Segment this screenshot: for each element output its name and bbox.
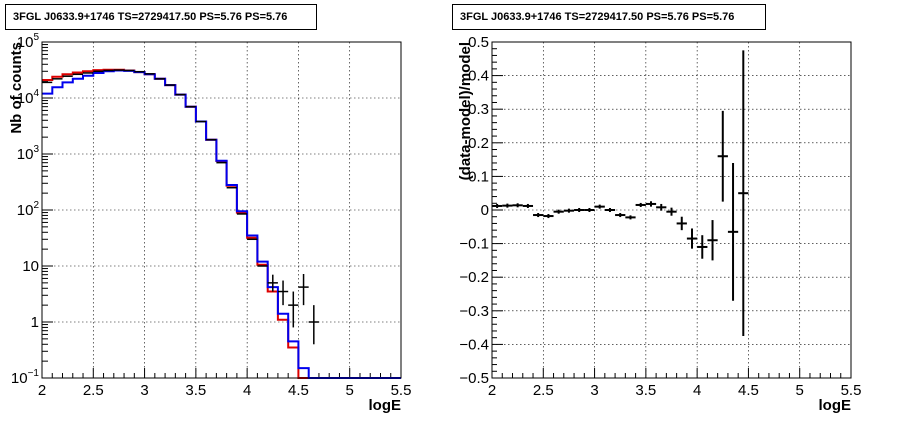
- x-axis-label: logE: [819, 397, 852, 414]
- x-tick-label: 5: [796, 382, 804, 399]
- x-tick-label: 2.5: [533, 382, 554, 399]
- x-tick-label: 4: [243, 382, 251, 399]
- y-tick-label: 0.1: [468, 168, 489, 185]
- y-tick-label: 104: [17, 88, 40, 107]
- y-tick-label: 105: [17, 32, 40, 51]
- y-tick-label: 0.4: [468, 68, 489, 85]
- x-tick-label: 3.5: [635, 382, 656, 399]
- x-tick-label: 3: [590, 382, 598, 399]
- y-tick-label: 103: [17, 144, 40, 163]
- y-tick-label: 0.5: [468, 34, 489, 51]
- x-tick-label: 5.5: [841, 382, 862, 399]
- x-tick-label: 3: [140, 382, 148, 399]
- x-tick-label: 5: [346, 382, 354, 399]
- y-tick-label: 0.3: [468, 101, 489, 118]
- plot-area: [42, 42, 401, 378]
- x-axis-label: logE: [369, 397, 402, 414]
- x-tick-label: 5.5: [391, 382, 412, 399]
- x-tick-label: 2: [38, 382, 46, 399]
- y-tick-label: 1: [31, 314, 39, 331]
- y-tick-label: 0: [481, 202, 489, 219]
- y-tick-label: −0.2: [459, 269, 489, 286]
- chart-title-right: 3FGL J0633.9+1746 TS=2729417.50 PS=5.76 …: [452, 4, 766, 30]
- x-tick-label: 3.5: [185, 382, 206, 399]
- spectrum-plot: 2 2.5 3 3.5 4 4.5 5 5.5 10−1 1 10 102 103 104 105 logE N…: [8, 32, 411, 414]
- y-tick-label: −0.4: [459, 336, 489, 353]
- y-tick-label: 102: [17, 200, 40, 219]
- x-tick-label: 2: [488, 382, 496, 399]
- chart-title-left: 3FGL J0633.9+1746 TS=2729417.50 PS=5.76 …: [5, 4, 317, 30]
- x-tick-label: 4.5: [738, 382, 759, 399]
- x-tick-label: 4: [693, 382, 701, 399]
- plot-frame: [491, 41, 852, 379]
- y-tick-label: 10−1: [11, 368, 40, 387]
- x-tick-label: 4.5: [288, 382, 309, 399]
- x-tick-label: 2.5: [83, 382, 104, 399]
- y-axis-label: (data-model)/model: [457, 42, 474, 180]
- residual-plot: 2 2.5 3 3.5 4 4.5 5 5.5 −0.5 −0.4 −0.3 −0.2 −0.1 0 0.1…: [457, 34, 861, 414]
- plot-frame: [41, 41, 402, 379]
- y-tick-label: −0.3: [459, 303, 489, 320]
- y-tick-label: −0.5: [459, 370, 489, 387]
- y-axis-label: Nb of counts: [8, 42, 25, 134]
- y-tick-label: 10: [22, 258, 39, 275]
- y-tick-label: −0.1: [459, 236, 489, 253]
- y-tick-label: 0.2: [468, 135, 489, 152]
